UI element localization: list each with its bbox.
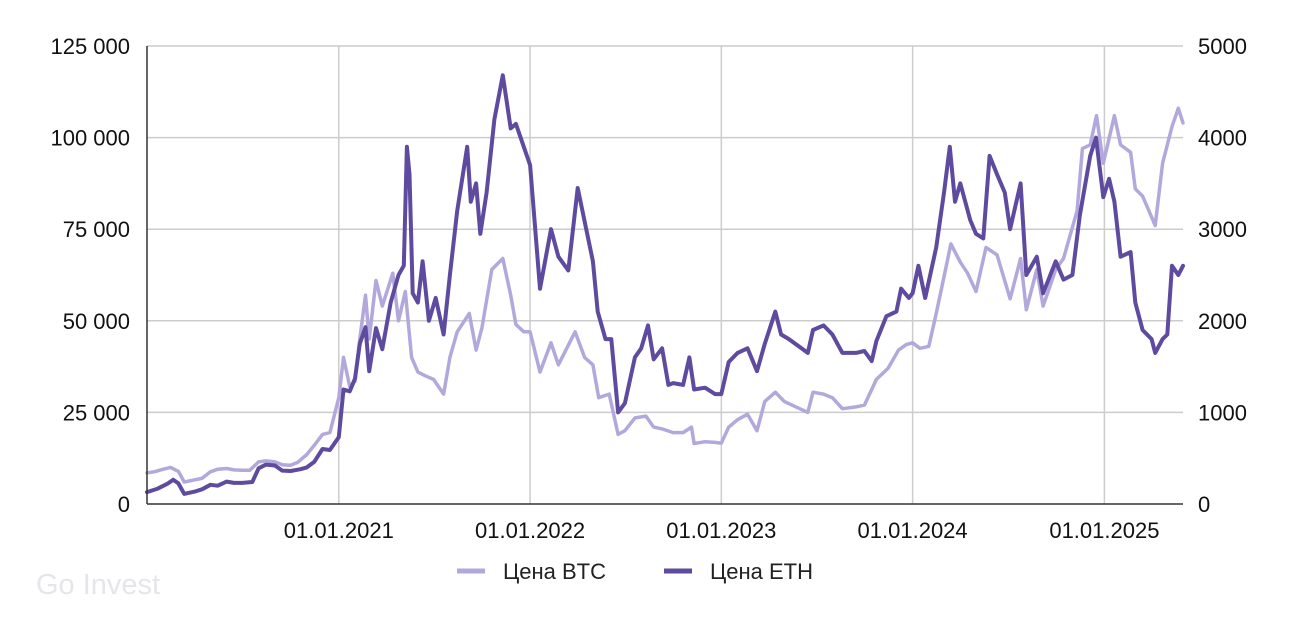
series-lines (145, 73, 1185, 496)
y-left-tick-label: 125 000 (50, 34, 130, 59)
y-right-tick-label: 5000 (1198, 34, 1247, 59)
y-left-tick-label: 100 000 (50, 126, 130, 151)
legend-label-eth: Цена ETH (710, 559, 813, 584)
y-left-tick-label: 75 000 (63, 217, 130, 242)
y-left-tick-label: 0 (118, 492, 130, 517)
tick-labels: 0 25 000 50 000 75 000 100 000 125 000 0 1000 20… (50, 34, 1246, 543)
legend-label-btc: Цена BTC (503, 559, 606, 584)
watermark-logo-text: Go Invest (36, 569, 160, 601)
axes (146, 46, 1183, 505)
x-tick-label: 01.01.2024 (858, 518, 968, 543)
x-tick-label: 01.01.2025 (1049, 518, 1159, 543)
series-line-eth (145, 73, 1185, 496)
y-left-tick-label: 25 000 (63, 400, 130, 425)
y-right-tick-label: 2000 (1198, 309, 1247, 334)
grid-lines (147, 45, 1183, 504)
legend: Цена BTC Цена ETH (457, 559, 813, 584)
y-left-tick-label: 50 000 (63, 309, 130, 334)
x-tick-label: 01.01.2021 (284, 518, 394, 543)
x-tick-label: 01.01.2022 (475, 518, 585, 543)
y-right-tick-label: 3000 (1198, 217, 1247, 242)
x-tick-label: 01.01.2023 (666, 518, 776, 543)
series-line-btc (145, 106, 1185, 484)
y-right-tick-label: 4000 (1198, 126, 1247, 151)
y-right-tick-label: 1000 (1198, 400, 1247, 425)
y-right-tick-label: 0 (1198, 492, 1210, 517)
